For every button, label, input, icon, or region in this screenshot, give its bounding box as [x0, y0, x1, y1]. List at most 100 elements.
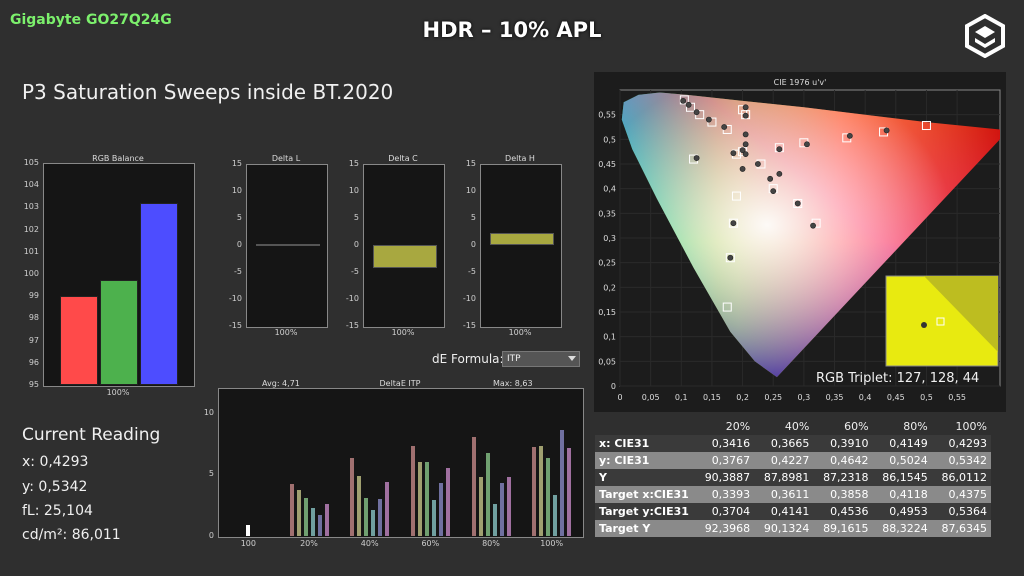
delta-xlabel: 100% [508, 328, 532, 337]
table-cell: 0,3665 [770, 437, 810, 450]
delta-ytick: 5 [353, 213, 359, 222]
delta-l-plot [246, 164, 328, 328]
table-header-cell [595, 418, 695, 435]
deltae-bar [385, 481, 390, 536]
table-cell: 90,3887 [704, 471, 751, 484]
table-row: x: CIE31 0,3416 0,3665 0,3910 0,4149 0,4293 [595, 435, 991, 452]
cie-measured-marker [742, 112, 749, 119]
delta-ytick: 5 [470, 213, 476, 222]
cie-measured-marker [742, 141, 749, 148]
rgb-balance-title: RGB Balance [92, 154, 144, 163]
table-cell: 0,4953 [889, 505, 928, 518]
hdr-title: HDR – 10% APL [422, 18, 602, 42]
rgb-ytick: 98 [28, 313, 39, 323]
table-cell: 0,4227 [770, 454, 810, 467]
deltae-bar [310, 507, 315, 536]
rgb-ytick: 104 [23, 180, 39, 190]
formula-label: dE Formula: [432, 352, 504, 366]
table-cell: 0,3704 [711, 505, 751, 518]
cie-target-marker [921, 121, 931, 131]
deltae-xlabel: 100% [540, 539, 564, 548]
table-cell: 0,5342 [948, 454, 988, 467]
table-cell: 88,3224 [882, 522, 928, 535]
table-header-cell: 100% [955, 420, 987, 433]
deltae-bar [350, 458, 355, 536]
rgb-ytick: 97 [28, 335, 39, 345]
deltae-bar [499, 482, 504, 536]
delta-ytick: 5 [236, 213, 242, 222]
cie-measured-marker [776, 170, 783, 177]
delta-ytick: 0 [236, 240, 242, 249]
cie-ytick: 0,15 [598, 308, 616, 317]
delta-ytick: -5 [468, 267, 476, 276]
deltae-bar [357, 475, 362, 536]
delta-xlabel: 100% [274, 328, 298, 337]
cie-measured-marker [739, 147, 746, 154]
table-cell: 90,1324 [763, 522, 810, 535]
cie-xtick: 0,1 [675, 393, 688, 402]
delta-bar [490, 232, 554, 245]
deltae-bar [378, 499, 383, 536]
rgb-ytick: 96 [28, 357, 39, 367]
formula-value: ITP [507, 354, 521, 364]
reading-y: y: 0,5342 [22, 479, 88, 495]
delta-h-title: Delta H [505, 154, 535, 163]
delta-ytick: -5 [351, 267, 359, 276]
cie-measured-marker [742, 104, 749, 111]
cie-measured-marker [755, 161, 761, 167]
delta-xlabel: 100% [391, 328, 415, 337]
cie-xtick: 0,55 [948, 393, 966, 402]
delta-ytick: -15 [228, 321, 242, 330]
cie-ytick: 0,25 [598, 259, 616, 268]
deltae-avg: Avg: 4,71 [262, 379, 300, 388]
brand-label: Gigabyte GO27Q24G [10, 12, 172, 28]
cie-xtick: 0 [617, 393, 622, 402]
cie-measured-marker [804, 141, 810, 148]
table-cell: 87,8981 [763, 471, 810, 484]
delta-ytick: -10 [462, 294, 476, 303]
delta-ytick: 15 [465, 159, 476, 168]
deltae-ytick: 10 [203, 407, 214, 417]
cie-target-marker [722, 302, 732, 312]
cie-xtick: 0,2 [736, 393, 749, 402]
delta-c-title: Delta C [388, 154, 418, 163]
deltae-bar [438, 482, 443, 536]
table-row: Target Y 92,3968 90,1324 89,1615 88,3224 87,6… [595, 520, 991, 537]
cie-ytick: 0,4 [603, 185, 616, 194]
deltae-bar [546, 458, 551, 536]
cie-measured-marker [705, 116, 712, 123]
delta-l-title: Delta L [271, 154, 301, 163]
cie-target-marker [725, 253, 735, 263]
rgb-balance-bar [140, 202, 178, 385]
table-cell: 0,4149 [889, 437, 928, 450]
delta-ytick: 10 [231, 186, 242, 195]
chevron-down-icon [568, 356, 576, 361]
table-cell: 0,3910 [830, 437, 869, 450]
cie-measured-marker [883, 127, 890, 134]
rgb-ytick: 99 [28, 291, 39, 301]
delta-ytick: -10 [345, 294, 359, 303]
table-cell: 0,3393 [711, 488, 751, 501]
formula-select[interactable]: ITP [502, 351, 580, 367]
deltae-bar [289, 484, 294, 536]
deltae-bar [532, 447, 537, 536]
rgb-ytick: 103 [23, 202, 39, 212]
table-cell: 0,4141 [770, 505, 810, 518]
deltae-bar [560, 429, 565, 536]
cie-xtick: 0,45 [887, 393, 905, 402]
current-reading-title: Current Reading [22, 425, 161, 445]
cie-measured-marker [742, 131, 749, 138]
cie-ytick: 0,3 [603, 234, 616, 243]
cie-measured-marker [727, 254, 734, 261]
rgb-ytick: 101 [23, 246, 39, 256]
delta-bar [373, 245, 437, 268]
cie-measured-marker [693, 155, 700, 161]
table-row-label: x: CIE31 [599, 437, 650, 450]
cie-ytick: 0,5 [603, 135, 616, 144]
cie-xtick: 0,3 [798, 393, 811, 402]
cie-ytick: 0,45 [598, 160, 616, 169]
table-cell: 0,3858 [830, 488, 869, 501]
cie-title: CIE 1976 u'v' [773, 78, 827, 87]
cie-ytick: 0,55 [598, 111, 616, 120]
table-row-label: Target Y [599, 522, 651, 535]
